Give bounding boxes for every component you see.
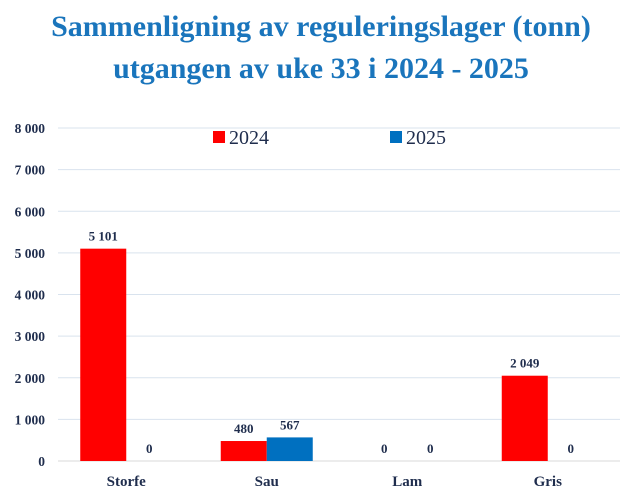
y-tick-label: 1 000 (15, 412, 46, 427)
data-label: 480 (234, 421, 254, 436)
legend: 2024 2025 (213, 127, 446, 149)
x-category-label: Lam (392, 474, 423, 490)
bar-2025-sau (266, 437, 313, 461)
bar-2024-sau (220, 441, 267, 461)
x-axis-categories: Storfe Sau Lam Gris (107, 474, 562, 490)
data-label: 5 101 (89, 229, 118, 244)
x-category-label: Sau (255, 474, 279, 490)
y-tick-label: 4 000 (15, 288, 46, 303)
data-label: 567 (280, 417, 300, 432)
gridlines (58, 127, 620, 462)
bars (80, 248, 548, 461)
y-tick-label: 3 000 (15, 329, 46, 344)
bar-2024-storfe (80, 248, 127, 461)
y-tick-label: 8 000 (15, 121, 46, 136)
legend-label-2025: 2025 (406, 127, 446, 149)
y-tick-label: 5 000 (15, 246, 46, 261)
chart-title-line-2: utgangen av uke 33 i 2024 - 2025 (113, 52, 529, 85)
data-label: 0 (146, 441, 153, 456)
y-tick-label: 7 000 (15, 163, 46, 178)
bar-2024-gris (501, 375, 548, 461)
x-category-label: Gris (534, 474, 562, 490)
legend-swatch-2024 (213, 131, 225, 143)
data-label: 0 (568, 441, 575, 456)
data-label: 2 049 (510, 356, 540, 371)
legend-label-2024: 2024 (229, 127, 269, 149)
y-tick-label: 0 (38, 454, 45, 469)
x-category-label: Storfe (107, 474, 146, 490)
data-labels: 5 101 0 480 567 0 0 2 049 0 (89, 229, 574, 456)
data-label: 0 (427, 441, 434, 456)
y-axis-ticks: 0 1 000 2 000 3 000 4 000 5 000 6 000 7 000 8 00… (15, 121, 46, 469)
legend-swatch-2025 (390, 131, 402, 143)
chart-title-line-1: Sammenligning av reguleringslager (tonn) (51, 10, 591, 43)
data-label: 0 (381, 441, 388, 456)
y-tick-label: 6 000 (15, 204, 46, 219)
y-tick-label: 2 000 (15, 371, 46, 386)
